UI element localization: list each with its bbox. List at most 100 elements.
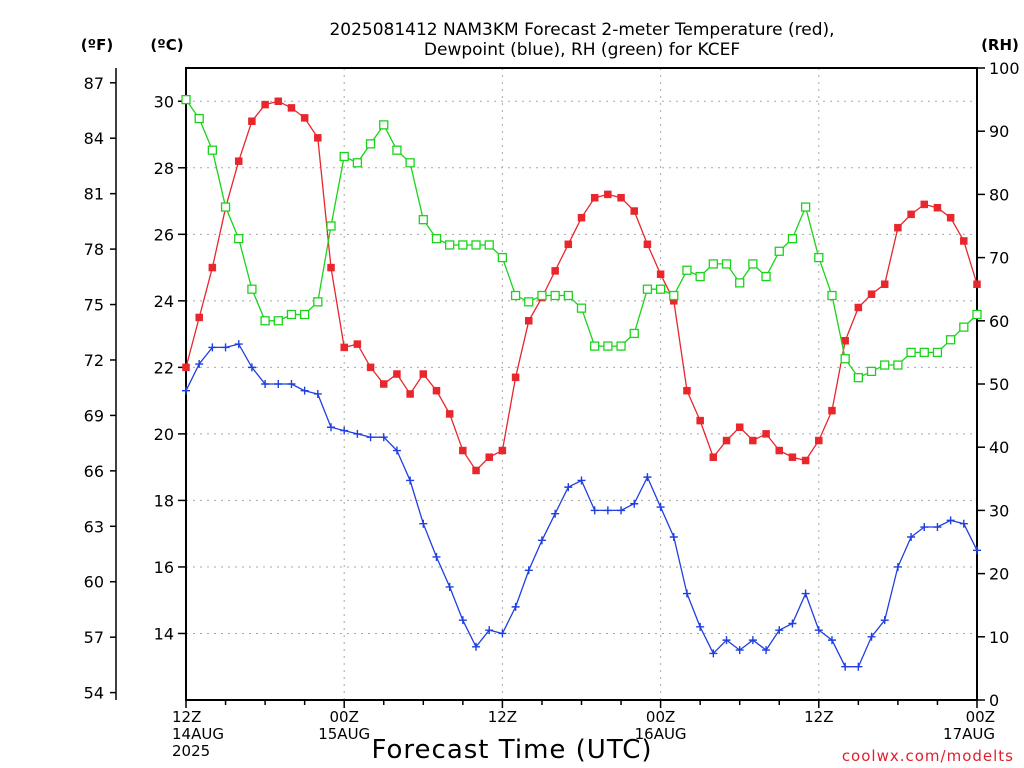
dewpoint-point [603,506,612,515]
dewpoint-point [933,523,942,532]
rh-point [800,202,811,212]
dewpoint-point [880,616,889,625]
rh-point [959,322,969,332]
temperature-point [749,436,757,445]
temperature-point [366,363,375,372]
dewpoint-point [709,649,718,658]
rh-tick-label: 70 [989,249,1009,268]
temperature-point [590,193,599,202]
rh-point [603,341,613,351]
celsius-axis-label: (ºC) [150,36,183,54]
rh-point [379,120,389,130]
rh-point [682,265,692,275]
dewpoint-point [195,360,204,369]
fahrenheit-tick-label: 57 [84,628,104,647]
celsius-tick-label: 16 [154,558,174,577]
rh-point [194,113,204,124]
rh-point [866,366,877,377]
dewpoint-point [893,562,902,571]
rh-point [445,240,455,250]
rh-point [458,240,468,250]
dewpoint-point [814,626,823,635]
dewpoint-point [748,636,757,645]
chart-title-line1: 2025081412 NAM3KM Forecast 2-meter Tempe… [329,20,834,40]
series-rh [181,94,982,383]
temperature-point [248,117,256,125]
temperature-point [656,270,665,278]
temperature-point [314,134,322,142]
dewpoint-point [696,622,705,631]
temperature-point [393,370,401,378]
rh-point [286,309,297,320]
fahrenheit-tick-label: 84 [84,129,104,148]
rh-point [207,145,218,155]
dewpoint-point [735,646,744,655]
dewpoint-point [762,646,771,655]
x-tick-label: 00Z [330,708,359,726]
celsius-tick-label: 14 [154,624,174,643]
celsius-tick-label: 28 [154,159,174,178]
fahrenheit-tick-label: 54 [84,684,104,703]
temperature-point [577,213,586,222]
dewpoint-point [287,380,296,388]
dewpoint-point [313,389,322,398]
temperature-point [841,337,849,345]
rh-tick-label: 90 [989,122,1009,141]
rh-tick-label: 60 [989,312,1009,331]
rh-point [906,347,916,358]
rh-point [563,290,573,301]
dewpoint-point [524,566,533,575]
temperature-point [946,213,955,222]
grid-lines [186,68,977,700]
rh-point [220,202,231,212]
dewpoint-point [788,619,797,628]
celsius-tick-label: 18 [154,491,174,510]
celsius-tick-label: 20 [154,425,174,444]
dewpoint-point [656,503,665,512]
rh-point [299,309,310,320]
rh-point [234,233,244,244]
dewpoint-point [537,536,546,545]
rh-point [695,271,705,282]
rh-point [669,290,679,301]
dewpoint-point [274,380,283,388]
temperature-point [380,380,388,388]
rh-point [418,215,428,225]
dewpoint-point [630,499,639,508]
rh-point [893,360,903,370]
fahrenheit-tick-label: 87 [84,74,104,93]
source-credit: coolwx.com/modelts [842,747,1014,765]
dewpoint-point [682,589,691,598]
dewpoint-point [775,626,784,635]
rh-point [431,233,442,244]
rh-point [313,297,323,307]
rh-point [524,297,534,307]
temperature-point [894,223,902,232]
dewpoint-point [577,476,586,485]
rh-point [352,158,363,168]
rh-point [471,240,481,250]
dewpoint-point [854,662,863,671]
rh-tick-label: 30 [989,501,1009,520]
dewpoint-point [406,476,415,485]
series-dewpoint [182,340,981,671]
fahrenheit-tick-label: 69 [84,406,104,425]
dewpoint-point [208,343,217,352]
rh-point [748,259,758,269]
temperature-point [973,280,981,288]
temperature-point [867,290,876,298]
rh-tick-label: 50 [989,375,1009,394]
dewpoint-point [643,473,652,482]
dewpoint-point [234,340,243,349]
rh-point [761,271,771,282]
x-tick-label: 00Z [966,708,995,726]
rh-point [339,151,349,162]
temperature-point [920,200,929,209]
fahrenheit-tick-label: 63 [84,517,104,536]
dewpoint-point [419,519,428,528]
dewpoint-point [472,642,481,651]
temperature-point [815,436,823,445]
x-tick-label: 16AUG [635,725,687,743]
temperature-point [551,267,559,275]
rh-tick-label: 40 [989,438,1009,457]
